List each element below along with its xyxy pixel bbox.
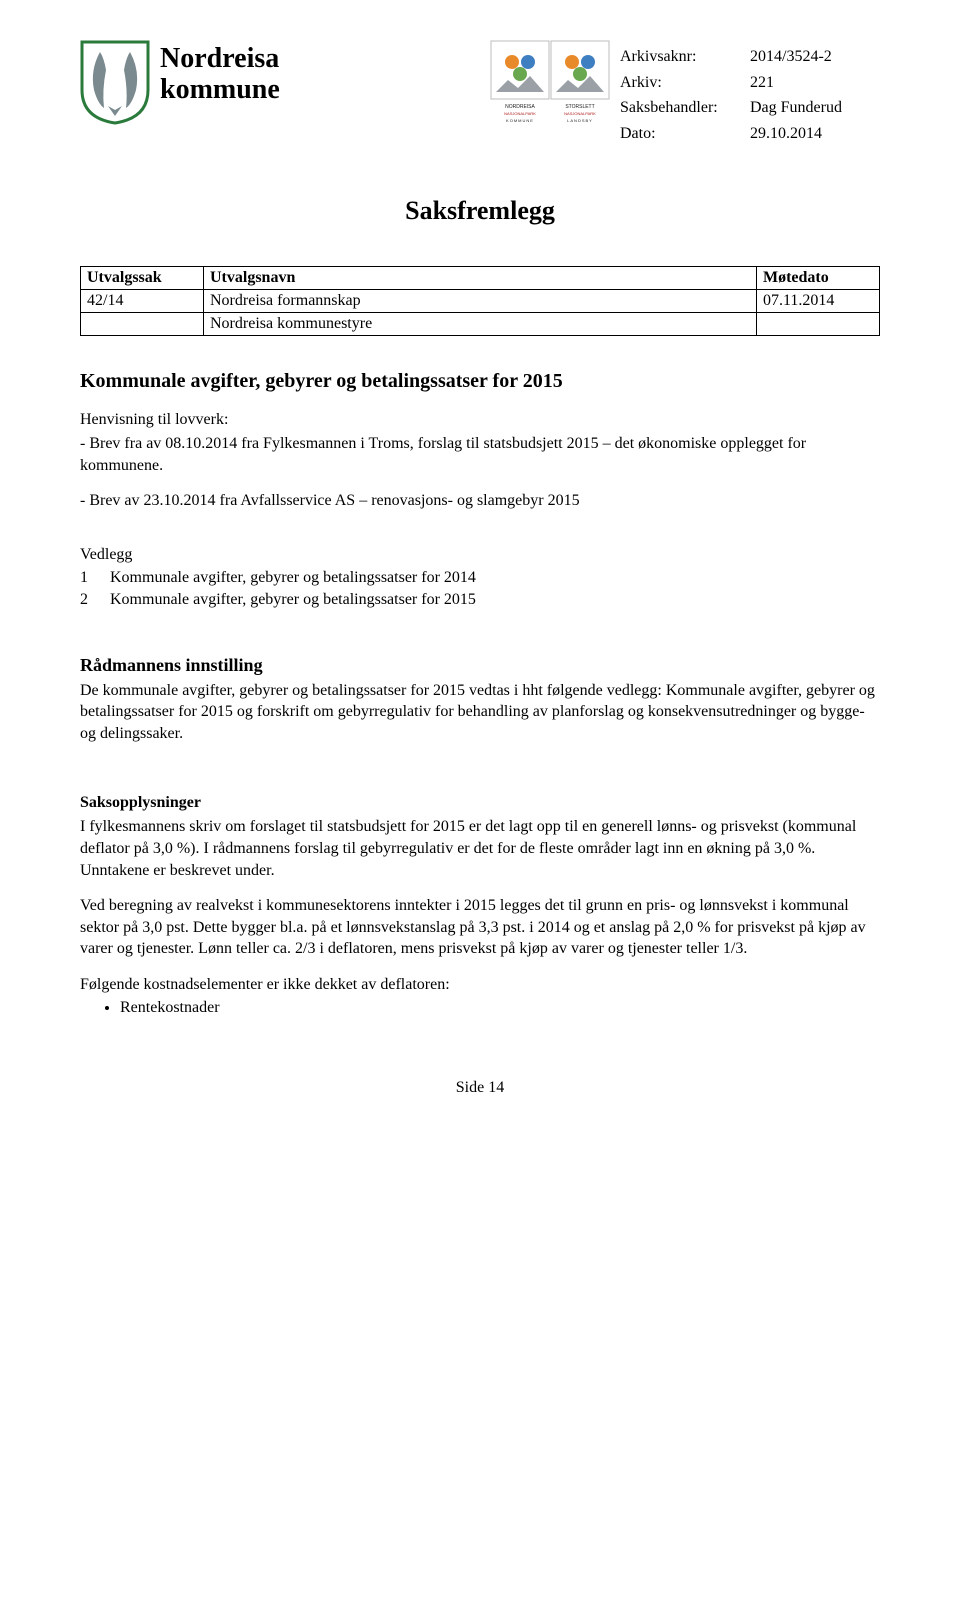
saksopplysninger-paragraph: I fylkesmannens skriv om forslaget til s…: [80, 816, 880, 881]
innstilling-title: Rådmannens innstilling: [80, 655, 880, 676]
table-header: Utvalgssak: [81, 267, 204, 290]
table-row: Nordreisa kommunestyre: [81, 313, 880, 336]
vedlegg-number: 2: [80, 589, 110, 611]
case-metadata: Arkivsaknr: 2014/3524-2 Arkiv: 221 Saksb…: [620, 40, 880, 146]
saksopplysninger-paragraph: Ved beregning av realvekst i kommunesekt…: [80, 895, 880, 960]
table-header: Utvalgsnavn: [204, 267, 757, 290]
svg-text:NASJONALPARK: NASJONALPARK: [564, 111, 596, 116]
bullet-list: Rentekostnader: [80, 997, 880, 1019]
henvisning-item: - Brev av 23.10.2014 fra Avfallsservice …: [80, 490, 880, 512]
arkivsaknr-value: 2014/3524-2: [750, 44, 880, 70]
vedlegg-text: Kommunale avgifter, gebyrer og betalings…: [110, 567, 476, 589]
vedlegg-text: Kommunale avgifter, gebyrer og betalings…: [110, 589, 476, 611]
svg-text:KOMMUNE: KOMMUNE: [506, 118, 534, 123]
table-cell: 42/14: [81, 290, 204, 313]
case-title: Kommunale avgifter, gebyrer og betalings…: [80, 370, 880, 393]
table-cell: Nordreisa kommunestyre: [204, 313, 757, 336]
henvisning-item: - Brev fra av 08.10.2014 fra Fylkesmanne…: [80, 433, 880, 476]
utvalg-table: Utvalgssak Utvalgsnavn Møtedato 42/14 No…: [80, 266, 880, 336]
svg-text:NORDREISA: NORDREISA: [505, 104, 535, 110]
org-line2: kommune: [160, 74, 280, 105]
arkiv-label: Arkiv:: [620, 70, 750, 96]
page-number: Side 14: [80, 1079, 880, 1097]
table-cell: Nordreisa formannskap: [204, 290, 757, 313]
list-item: 1 Kommunale avgifter, gebyrer og betalin…: [80, 567, 880, 589]
vedlegg-number: 1: [80, 567, 110, 589]
org-line1: Nordreisa: [160, 43, 279, 74]
list-item: 2 Kommunale avgifter, gebyrer og betalin…: [80, 589, 880, 611]
saksopplysninger-title: Saksopplysninger: [80, 794, 880, 812]
table-row: 42/14 Nordreisa formannskap 07.11.2014: [81, 290, 880, 313]
saksbehandler-label: Saksbehandler:: [620, 95, 750, 121]
henvisning-label: Henvisning til lovverk:: [80, 409, 880, 431]
dato-label: Dato:: [620, 121, 750, 147]
svg-text:NASJONALPARK: NASJONALPARK: [504, 111, 536, 116]
park-logos: NORDREISA NASJONALPARK KOMMUNE STORSLETT…: [490, 40, 610, 130]
table-cell: 07.11.2014: [757, 290, 880, 313]
svg-text:STORSLETT: STORSLETT: [565, 104, 594, 110]
arkivsaknr-label: Arkivsaknr:: [620, 44, 750, 70]
arkiv-value: 221: [750, 70, 880, 96]
svg-text:LANDSBY: LANDSBY: [567, 118, 593, 123]
dato-value: 29.10.2014: [750, 121, 880, 147]
table-header: Møtedato: [757, 267, 880, 290]
table-cell: [757, 313, 880, 336]
table-cell: [81, 313, 204, 336]
municipal-crest-icon: [80, 40, 150, 125]
document-title: Saksfremlegg: [80, 196, 880, 226]
document-header: Nordreisa kommune NORDREISA NASJONALPARK…: [80, 40, 880, 146]
list-item: Rentekostnader: [120, 997, 880, 1019]
vedlegg-label: Vedlegg: [80, 544, 880, 566]
innstilling-body: De kommunale avgifter, gebyrer og betali…: [80, 680, 880, 745]
organisation-name: Nordreisa kommune: [160, 40, 480, 106]
vedlegg-list: 1 Kommunale avgifter, gebyrer og betalin…: [80, 567, 880, 610]
saksopplysninger-paragraph: Følgende kostnadselementer er ikke dekke…: [80, 974, 880, 996]
saksbehandler-value: Dag Funderud: [750, 95, 880, 121]
